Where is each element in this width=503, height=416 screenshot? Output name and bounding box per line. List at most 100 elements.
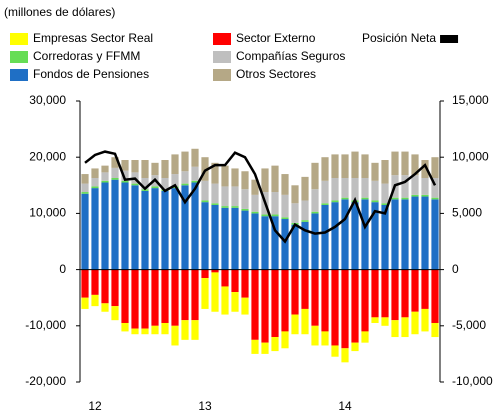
bar-segment xyxy=(271,192,279,215)
bar-segment xyxy=(361,154,369,178)
bar-segment xyxy=(111,179,119,270)
bar-segment xyxy=(261,269,269,343)
bar-segment xyxy=(411,311,419,335)
bar-segment xyxy=(421,269,429,309)
bar-segment xyxy=(351,342,359,352)
bar-segment xyxy=(181,171,189,184)
bar-segment xyxy=(121,322,129,332)
bar-segment xyxy=(401,197,409,200)
bar-segment xyxy=(301,200,309,221)
bar-segment xyxy=(341,348,349,363)
legend-label: Compañías Seguros xyxy=(236,49,345,63)
bar-segment xyxy=(221,286,229,315)
bar-segment xyxy=(201,269,209,279)
legend-swatch xyxy=(440,35,459,43)
bar-segment xyxy=(131,160,139,173)
bar-segment xyxy=(151,269,159,326)
chart-subtitle: (millones de dólares) xyxy=(4,5,115,19)
legend-swatch xyxy=(213,51,231,63)
bar-segment xyxy=(131,185,139,270)
bar-segment xyxy=(421,196,429,270)
bar-segment xyxy=(91,269,99,295)
bar-segment xyxy=(291,224,299,270)
bar-segment xyxy=(101,303,109,312)
bar-segment xyxy=(111,157,119,168)
bar-segment xyxy=(221,186,229,207)
bar-segment xyxy=(151,162,159,176)
bar-segment xyxy=(431,199,439,270)
bar-segment xyxy=(281,174,289,195)
legend-swatch xyxy=(10,51,28,63)
bar-segment xyxy=(321,331,329,346)
bar-segment xyxy=(211,269,219,273)
bar-segment xyxy=(381,203,389,205)
bar-segment xyxy=(351,269,359,343)
y-tick-label: 0 xyxy=(59,262,66,276)
bar-segment xyxy=(201,278,209,309)
bar-segment xyxy=(311,213,319,270)
bar-segment xyxy=(371,202,379,270)
bar-segment xyxy=(391,320,399,338)
bar-segment xyxy=(91,177,99,187)
bar-segment xyxy=(101,269,109,304)
bar-segment xyxy=(361,269,369,332)
bar-segment xyxy=(101,182,109,270)
bar-segment xyxy=(301,220,309,222)
y2-tick-label: 5,000 xyxy=(452,206,482,220)
bar-segment xyxy=(201,180,209,201)
bar-segment xyxy=(301,308,309,335)
bar-segment xyxy=(251,339,259,354)
bar-segment xyxy=(241,208,249,211)
bar-segment xyxy=(191,269,199,321)
bar-segment xyxy=(91,168,99,178)
y2-tick-label: -5,000 xyxy=(452,318,486,332)
bar-segment xyxy=(201,157,209,181)
bar-segment xyxy=(131,183,139,186)
legend-label: Sector Externo xyxy=(236,31,316,45)
bar-segment xyxy=(361,177,369,198)
legend-label: Posición Neta xyxy=(362,31,436,45)
bar-segment xyxy=(341,154,349,178)
y2-tick-label: 15,000 xyxy=(452,93,489,107)
bar-segment xyxy=(181,151,189,172)
bar-segment xyxy=(301,221,309,270)
bar-segment xyxy=(81,297,89,309)
bar-segment xyxy=(411,175,419,195)
bar-segment xyxy=(201,200,209,203)
bar-segment xyxy=(321,180,329,204)
bar-segment xyxy=(311,211,319,214)
bar-segment xyxy=(421,177,429,195)
bar-segment xyxy=(421,194,429,197)
bar-segment xyxy=(191,148,199,167)
legend-label: Corredoras y FFMM xyxy=(33,49,140,63)
bar-segment xyxy=(421,160,429,178)
bar-segment xyxy=(311,162,319,190)
bar-segment xyxy=(161,190,169,270)
y2-tick-label: 10,000 xyxy=(452,149,489,163)
bar-segment xyxy=(271,269,279,338)
bar-segment xyxy=(141,269,149,329)
bar-segment xyxy=(321,269,329,332)
bar-segment xyxy=(281,269,289,332)
bar-segment xyxy=(241,171,249,190)
bar-segment xyxy=(261,216,269,270)
bar-segment xyxy=(171,174,179,187)
bar-segment xyxy=(181,183,189,186)
bar-segment xyxy=(401,317,409,338)
bar-segment xyxy=(141,328,149,335)
bar-segment xyxy=(291,203,299,223)
bar-segment xyxy=(341,269,349,349)
bar-segment xyxy=(191,180,199,183)
bar-segment xyxy=(401,269,409,318)
bar-segment xyxy=(371,317,379,323)
bar-segment xyxy=(411,194,419,197)
bar-segment xyxy=(341,177,349,198)
bar-segment xyxy=(181,320,189,340)
legend-swatch xyxy=(213,33,231,45)
bar-segment xyxy=(171,154,179,175)
bar-segment xyxy=(121,182,129,270)
y2-tick-label: -10,000 xyxy=(452,374,493,388)
bar-segment xyxy=(281,331,289,349)
bar-segment xyxy=(171,269,179,326)
bar-segment xyxy=(401,175,409,198)
